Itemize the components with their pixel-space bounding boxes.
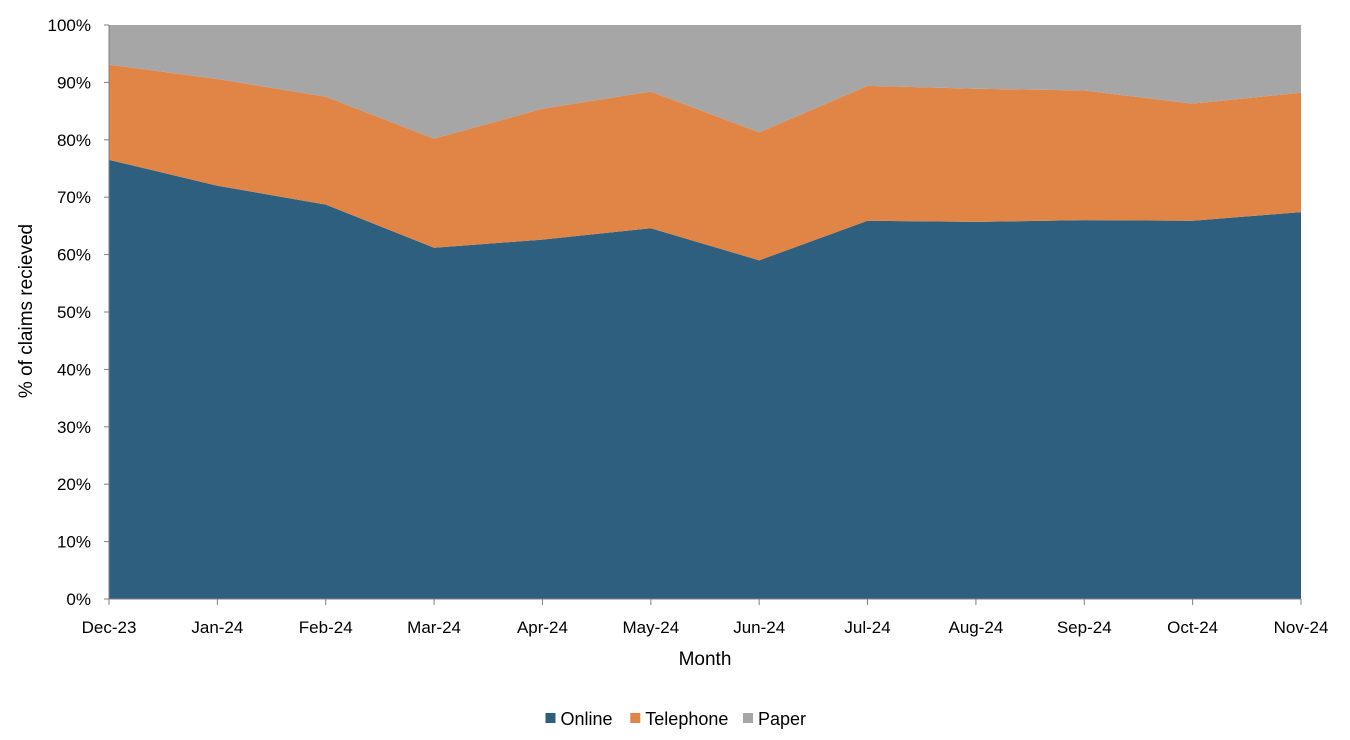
- area-telephone: [109, 64, 1301, 261]
- x-tick-label: Oct-24: [1167, 618, 1218, 637]
- x-tick-label: Nov-24: [1274, 618, 1329, 637]
- x-tick-label: Jun-24: [733, 618, 785, 637]
- y-tick-label: 50%: [57, 303, 91, 322]
- y-tick-label: 80%: [57, 131, 91, 150]
- y-tick-label: 20%: [57, 475, 91, 494]
- y-tick-label: 30%: [57, 418, 91, 437]
- x-tick-label: May-24: [622, 618, 679, 637]
- x-axis-title: Month: [679, 649, 732, 670]
- area-online: [109, 159, 1301, 599]
- x-tick-label: Mar-24: [407, 618, 461, 637]
- x-tick-label: Sep-24: [1057, 618, 1112, 637]
- x-tick-label: Jul-24: [844, 618, 890, 637]
- y-tick-label: 0%: [66, 590, 91, 609]
- x-tick-label: Dec-23: [82, 618, 137, 637]
- legend-swatch-online: [545, 713, 556, 723]
- y-tick-label: 100%: [48, 16, 91, 35]
- y-tick-label: 70%: [57, 188, 91, 207]
- area-paper: [109, 25, 1301, 139]
- x-tick-label: Aug-24: [948, 618, 1003, 637]
- legend-label-paper: Paper: [758, 709, 806, 729]
- legend-label-online: Online: [561, 709, 613, 729]
- y-tick-label: 60%: [57, 246, 91, 265]
- y-tick-label: 10%: [57, 533, 91, 552]
- x-tick-label: Feb-24: [299, 618, 353, 637]
- y-tick-labels: 0% 10% 20% 30% 40% 50% 60% 70% 80% 90% 100%: [48, 16, 109, 609]
- y-axis-title: % of claims recieved: [16, 224, 37, 398]
- y-tick-label: 40%: [57, 360, 91, 379]
- area-series-group: [109, 25, 1301, 599]
- legend-label-telephone: Telephone: [645, 709, 728, 729]
- y-tick-label: 90%: [57, 73, 91, 92]
- x-tick-labels: Dec-23 Jan-24 Feb-24 Mar-24 Apr-24 May-24 Jun-…: [82, 599, 1329, 637]
- legend-swatch-telephone: [630, 713, 641, 723]
- x-tick-label: Apr-24: [517, 618, 568, 637]
- legend-swatch-paper: [743, 713, 753, 723]
- x-tick-label: Jan-24: [191, 618, 243, 637]
- legend: Online Telephone Paper: [545, 709, 806, 729]
